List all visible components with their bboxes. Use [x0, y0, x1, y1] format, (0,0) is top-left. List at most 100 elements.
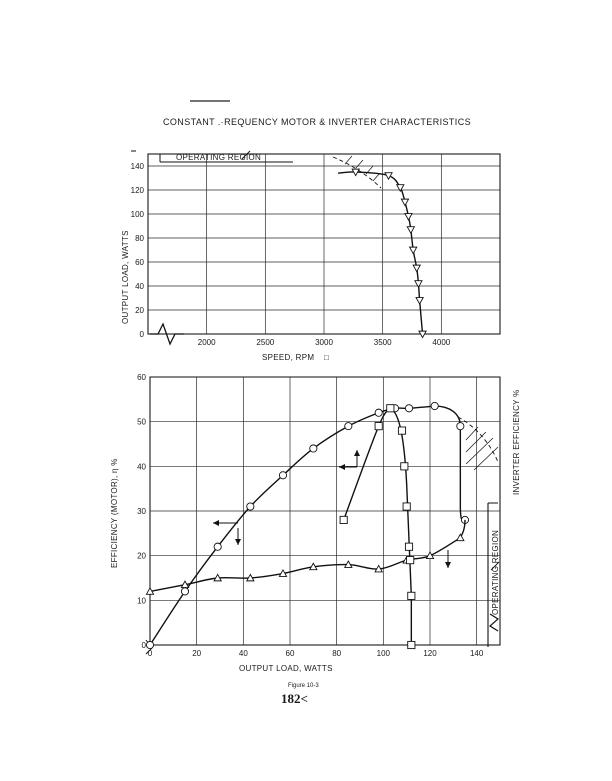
- chart1-y-tick-label: 100: [131, 210, 145, 219]
- chart2-data-point: [343, 560, 353, 568]
- chart2-data-point: [180, 587, 190, 596]
- arrow-inverter-efficiency: [445, 550, 451, 568]
- chart1-region-label: OPERATING REGION: [176, 153, 261, 162]
- chart1-x-tick-label: 2500: [256, 338, 274, 347]
- chart2-data-point: [344, 422, 353, 431]
- chart1-hatch: [372, 173, 380, 182]
- chart2-data-point: [406, 556, 415, 565]
- chart2-data-point: [245, 573, 255, 582]
- chart1-data-point: [406, 226, 416, 235]
- chart1-data-point: [404, 213, 413, 221]
- chart2-hatch: [473, 446, 499, 471]
- chart1-xlabel-symbol: □: [324, 353, 329, 362]
- chart2-data-point: [404, 404, 414, 413]
- chart2-hatch: [465, 437, 494, 465]
- chart1-axis-break: [150, 322, 184, 346]
- chart2-y-tick-label: 60: [137, 373, 146, 382]
- chart2-x-tick-label: 100: [377, 649, 391, 658]
- chart2-hatch: [465, 426, 479, 441]
- chart2-series-line: [149, 519, 466, 593]
- chart2-ylabel: EFFICIENCY (MOTOR), η %: [110, 458, 119, 568]
- chart2-x-tick-label: 0: [148, 649, 153, 658]
- chart1-data-point: [400, 198, 410, 207]
- chart2-data-point: [339, 515, 348, 524]
- chart1-y-tick-label: 120: [131, 186, 145, 195]
- chart2-data-point: [456, 422, 465, 431]
- chart2-data-point: [374, 408, 383, 417]
- chart2-data-point: [308, 562, 318, 571]
- chart2-ticks: 0 20 40 60 80 100 120 140 0 10 20 30 40 50 60: [137, 373, 484, 658]
- chart2-data-point: [402, 502, 411, 511]
- efficiency-chart: 0 20 40 60 80 100 120 140 0 10 20 30 40 50 60 OPERATIN…: [110, 373, 521, 673]
- chart1-x-tick-label: 3000: [315, 338, 333, 347]
- chart2-y-tick-label: 50: [137, 418, 146, 427]
- chart1-y-tick-label: 20: [135, 306, 144, 315]
- chart1-data-point: [418, 330, 427, 339]
- chart1-data-point: [414, 280, 423, 289]
- chart2-data-point: [278, 471, 288, 480]
- chart1-region-slash: [241, 150, 251, 160]
- chart2-y-tick-label: 40: [137, 462, 146, 471]
- chart2-series-line: [149, 405, 466, 646]
- chart2-y-tick-label: 10: [137, 596, 146, 605]
- chart2-data-point: [213, 542, 222, 551]
- chart1-ticks: 2000 2500 3000 3500 4000 0 20 40 60 80 100 120 140: [131, 162, 451, 347]
- chart2-x-tick-label: 20: [192, 649, 201, 658]
- chart2-data-point: [213, 573, 223, 582]
- chart2-x-tick-label: 60: [286, 649, 295, 658]
- chart1-x-tick-label: 3500: [374, 338, 392, 347]
- chart1-data-point: [415, 297, 424, 305]
- chart2-data-point: [374, 422, 383, 431]
- chart2-ylabel-right: INVERTER EFFICIENCY %: [512, 389, 521, 495]
- chart1-hatch: [344, 155, 353, 165]
- chart2-data-point: [180, 580, 190, 589]
- chart2-x-tick-label: 80: [332, 649, 341, 658]
- chart2-series-line: [343, 407, 413, 645]
- chart2-region-label: OPERATING REGION: [491, 530, 500, 615]
- chart2-data-point: [309, 444, 318, 453]
- chart1-data-point: [412, 264, 422, 273]
- arrow-motor-efficiency: [213, 520, 238, 526]
- chart2-data-point: [145, 640, 155, 650]
- arrow-motor-efficiency-down: [235, 528, 241, 545]
- figure-title: CONSTANT .·REQUENCY MOTOR & INVERTER CHA…: [163, 117, 471, 127]
- chart2-xlabel: OUTPUT LOAD, WATTS: [239, 664, 333, 673]
- chart2-data-point: [430, 401, 439, 411]
- figure-caption: Figure 10-3: [288, 683, 319, 689]
- chart2-data-point: [455, 533, 465, 542]
- chart1-y-tick-label: 140: [131, 162, 145, 171]
- speed-load-chart: 2000 2500 3000 3500 4000 0 20 40 60 80 100 120 140 O…: [121, 150, 501, 362]
- arrow-speed-curve: [339, 450, 360, 470]
- chart1-data-point: [351, 168, 361, 177]
- chart2-data-point: [407, 591, 416, 600]
- chart2-data-point: [145, 586, 155, 595]
- chart2-y-tick-label: 0: [142, 641, 147, 650]
- chart2-x-tick-label: 120: [423, 649, 437, 658]
- chart2-plot: [145, 401, 470, 650]
- chart2-y-tick-label: 30: [137, 507, 146, 516]
- chart1-ylabel: OUTPUT LOAD, WATTS: [121, 230, 130, 324]
- chart2-envelope: [457, 416, 499, 463]
- chart1-data-point: [395, 184, 405, 193]
- chart2-x-tick-label: 40: [239, 649, 248, 658]
- chart2-data-point: [407, 640, 416, 650]
- chart1-hatch: [355, 159, 364, 169]
- chart2-data-point: [278, 569, 288, 577]
- chart1-y-tick-label: 40: [135, 282, 144, 291]
- chart2-x-tick-label: 140: [470, 649, 484, 658]
- chart1-y-tick-label: 80: [135, 234, 144, 243]
- chart2-axis-break: [488, 613, 500, 632]
- chart2-data-point: [400, 462, 409, 471]
- chart2-grid: [150, 376, 500, 645]
- chart2-data-point: [404, 542, 414, 551]
- chart1-grid: [148, 154, 500, 334]
- page-number: 182<: [281, 691, 308, 706]
- chart2-data-point: [397, 426, 407, 435]
- chart1-data-point: [408, 246, 418, 255]
- chart2-region-slash: [490, 561, 500, 571]
- chart2-data-point: [246, 502, 255, 511]
- chart1-y-tick-label: 60: [135, 258, 144, 267]
- chart1-data-point: [384, 172, 393, 181]
- chart1-x-tick-label: 2000: [198, 338, 216, 347]
